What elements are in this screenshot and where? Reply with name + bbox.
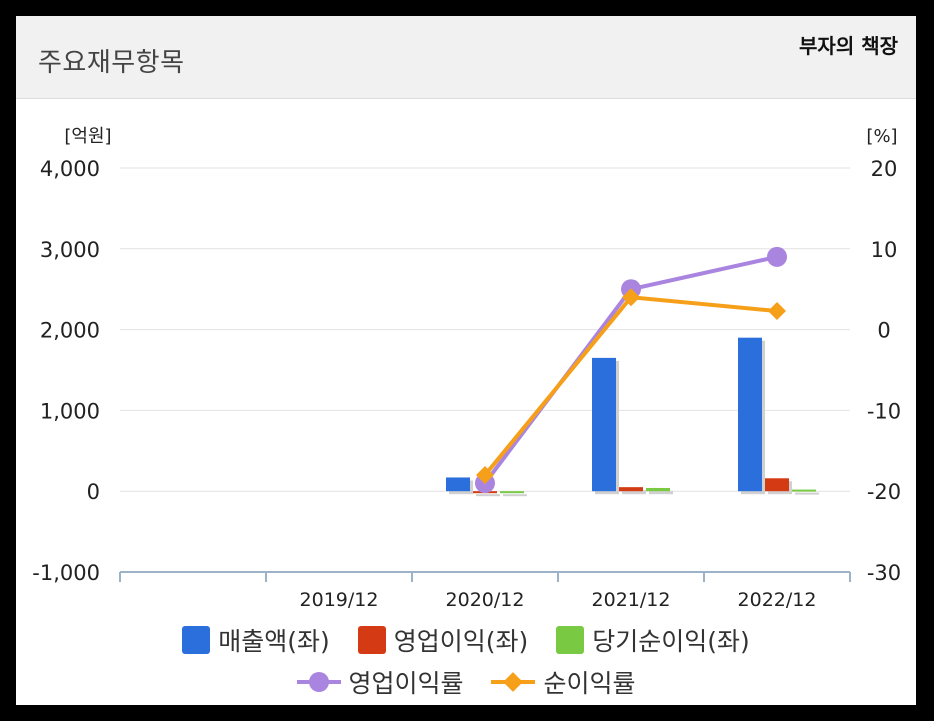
legend-label-operating-profit: 영업이익(좌) xyxy=(393,627,529,656)
legend-swatch-revenue xyxy=(182,626,211,654)
y-left-unit-label: [억원] xyxy=(64,126,111,147)
y-right-unit-label: [%] xyxy=(866,126,897,147)
bar-0-3 xyxy=(592,357,616,492)
bar-2-3 xyxy=(646,487,670,492)
bar-0-2 xyxy=(446,477,470,492)
financial-summary-card: 주요재무항목 부자의 책장 [억원] 4,000 3,000 2,000 1,000 0 -… xyxy=(16,16,916,705)
x-tick-label: 2019/12 xyxy=(300,589,379,611)
bar-1-3 xyxy=(619,487,643,492)
x-tick-label: 2021/12 xyxy=(592,589,671,611)
brand-badge: 부자의 책장 xyxy=(799,34,898,58)
legend-lines: 영업이익률 순이익률 xyxy=(16,664,916,700)
y-right-tick-label: 10 xyxy=(871,238,898,262)
point-4-2 xyxy=(768,302,786,321)
point-4-0 xyxy=(476,466,494,485)
legend-item-revenue[interactable]: 매출액(좌) xyxy=(182,622,330,658)
legend-swatch-operating-profit xyxy=(357,626,386,654)
bar-shadow xyxy=(622,490,646,495)
y-right-tick-label: 20 xyxy=(871,157,898,181)
legend-marker-operating-margin xyxy=(296,668,341,696)
legend-item-operating-margin[interactable]: 영업이익률 xyxy=(296,664,464,700)
legend-label-revenue: 매출액(좌) xyxy=(218,627,330,656)
card-header: 주요재무항목 부자의 책장 xyxy=(16,16,916,99)
y-left-tick-label: 4,000 xyxy=(40,157,100,181)
legend-item-net-income[interactable]: 당기순이익(좌) xyxy=(556,622,750,658)
y-left-tick-label: 0 xyxy=(87,480,100,504)
bar-2-4 xyxy=(792,489,816,492)
legend-item-net-margin[interactable]: 순이익률 xyxy=(491,664,635,700)
bar-shadow xyxy=(503,494,527,497)
y-right-tick-label: -20 xyxy=(867,480,901,504)
y-right-tick-label: -30 xyxy=(867,561,901,585)
bar-2-2 xyxy=(500,491,524,494)
point-4-1 xyxy=(622,288,640,307)
financial-chart: [억원] 4,000 3,000 2,000 1,000 0 -1,000 [%] 20 10 0 -… xyxy=(32,126,901,611)
y-left-tick-label: 1,000 xyxy=(40,399,100,423)
bar-shadow xyxy=(649,490,673,495)
x-tick-label: 2020/12 xyxy=(446,589,525,611)
bar-shadow xyxy=(476,494,500,497)
y-left-tick-label: 3,000 xyxy=(40,238,100,262)
y-right-tick-label: 0 xyxy=(877,319,890,343)
x-tick-label: 2022/12 xyxy=(738,589,817,611)
legend-marker-net-margin xyxy=(491,668,536,696)
y-right-tick-label: -10 xyxy=(867,399,901,423)
card-title: 주요재무항목 xyxy=(38,48,185,78)
legend-label-net-income: 당기순이익(좌) xyxy=(592,627,750,656)
legend-label-net-margin: 순이익률 xyxy=(543,669,636,698)
y-left-tick-label: 2,000 xyxy=(40,319,100,343)
legend-label-operating-margin: 영업이익률 xyxy=(348,669,464,698)
bar-1-4 xyxy=(765,478,789,492)
legend-item-operating-profit[interactable]: 영업이익(좌) xyxy=(357,622,529,658)
point-3-2 xyxy=(767,246,787,267)
bar-shadow xyxy=(795,492,819,495)
legend-bars: 매출액(좌) 영업이익(좌) 당기순이익(좌) xyxy=(16,622,916,658)
line-series-4 xyxy=(483,295,778,477)
bar-0-4 xyxy=(738,337,762,492)
legend-swatch-net-income xyxy=(556,626,585,654)
y-left-tick-label: -1,000 xyxy=(32,561,100,585)
